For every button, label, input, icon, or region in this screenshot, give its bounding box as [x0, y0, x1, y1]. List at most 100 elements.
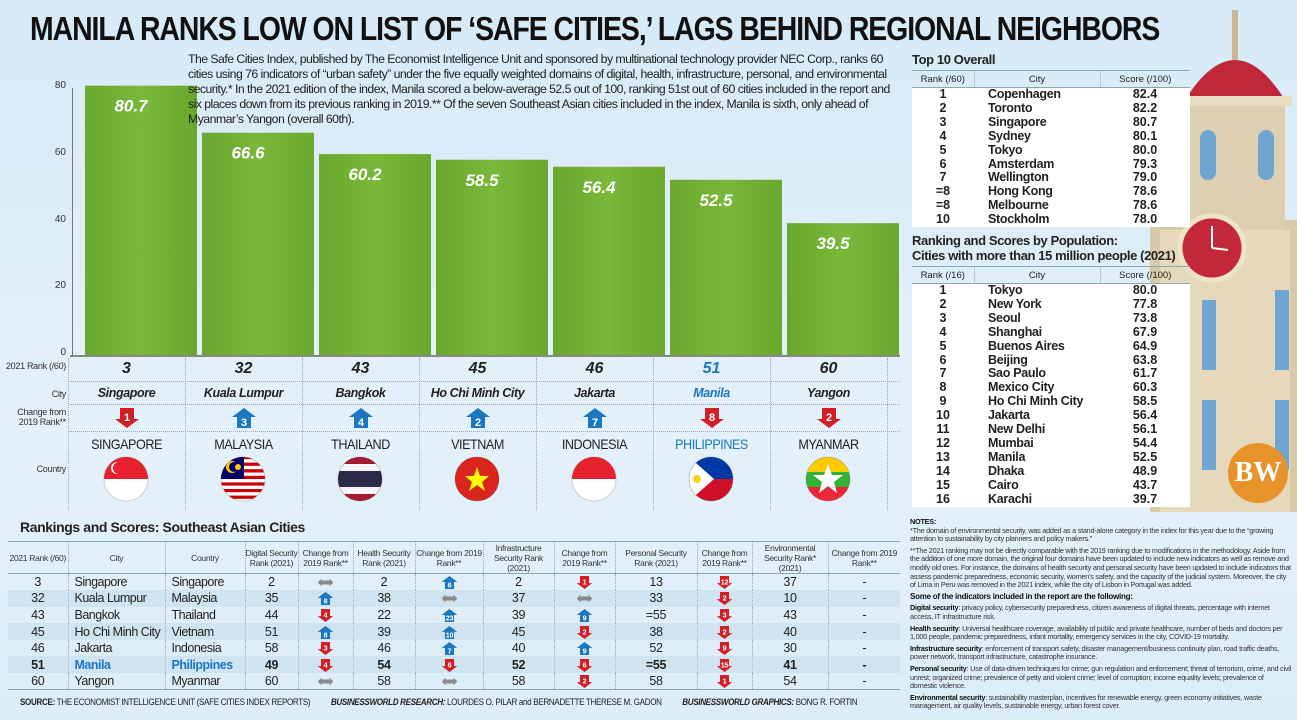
score: 80.7: [1100, 115, 1190, 130]
table-row: 3 Singapore 80.7: [912, 115, 1190, 130]
bar-kuala-lumpur: [202, 132, 314, 355]
cell-personal_chg: 15: [696, 656, 752, 674]
cell-health: 2: [352, 573, 415, 591]
country-name: THAILAND: [331, 436, 390, 452]
rank: 1: [912, 87, 974, 102]
change-value: 8: [324, 631, 328, 638]
city: Buenos Aires: [974, 339, 1100, 354]
city: Mexico City: [974, 381, 1100, 396]
indicator-note: Environmental security: sustainability m…: [910, 693, 1292, 711]
philippines-flag-icon: [688, 456, 734, 502]
table-row: 51 Manila Philippines 49 4 54 6 52 6 =55 15 41-: [8, 656, 900, 674]
change-value: 6: [447, 582, 451, 589]
up-arrow-icon: 10: [441, 625, 457, 639]
cell-infra: 37: [482, 590, 554, 607]
indonesia-flag-icon: [571, 456, 617, 502]
column-header: Score (/100): [1099, 70, 1190, 88]
score: 64.9: [1100, 339, 1190, 354]
country-name: SINGAPORE: [91, 436, 162, 452]
city: New Delhi: [974, 423, 1100, 437]
cell-digital: 35: [244, 590, 298, 607]
table-row: 15 Cairo 43.7: [912, 478, 1190, 493]
city-rank: 51: [702, 360, 721, 377]
column-header: Rank (/16): [912, 266, 974, 284]
change-value: 9: [583, 648, 587, 655]
y-tick-label: 20: [54, 280, 66, 292]
cell-health: 22: [352, 606, 415, 624]
down-arrow-icon: 2: [716, 592, 733, 606]
research-label: BUSINESSWORLD RESEARCH:: [330, 697, 446, 708]
cell-country: Malaysia: [164, 590, 245, 607]
city: Tokyo: [974, 283, 1100, 298]
cell-rank: 43: [31, 607, 45, 622]
cell-city: Kuala Lumpur: [67, 590, 165, 607]
malaysia-flag-icon: [220, 456, 266, 502]
change-value: 8: [324, 598, 328, 605]
column-divider: [887, 358, 888, 510]
column-header: Environmental Security Rank* (2021): [751, 541, 828, 574]
down-arrow-icon: 15: [716, 658, 733, 672]
change-value: 15: [721, 661, 729, 669]
city: New York: [974, 297, 1100, 312]
down-arrow-icon: 6: [576, 658, 593, 672]
city-name: Kuala Lumpur: [203, 386, 284, 400]
rank: 7: [912, 367, 974, 382]
cell-rank: 45: [8, 623, 68, 640]
score: 77.8: [1100, 297, 1190, 312]
change-value: 1: [723, 678, 727, 686]
cell-digital: 49: [244, 656, 298, 674]
population-subtitle: Cities with more than 15 million people …: [912, 248, 1176, 263]
note-1: *The domain of environmental security, w…: [910, 525, 1274, 544]
score: 78.6: [1100, 185, 1190, 200]
city-rank: 3: [122, 360, 131, 377]
score: 56.1: [1100, 423, 1190, 437]
city: Cairo: [974, 478, 1100, 493]
change-value: 3: [324, 645, 328, 653]
score: 61.7: [1100, 367, 1190, 382]
score: 39.7: [1100, 492, 1190, 507]
indicator-text: : Universal healthcare coverage, availab…: [910, 623, 1283, 642]
indicator-note: Health security: Universal healthcare co…: [910, 623, 1292, 642]
up-arrow-icon: 4: [349, 408, 373, 428]
score: 67.9: [1100, 325, 1190, 340]
cell-personal_chg: 1: [696, 673, 752, 690]
rank: =8: [912, 199, 974, 214]
cell-infra_chg: 2: [553, 673, 615, 690]
cell-digital_chg: [297, 573, 353, 591]
cell-infra: 40: [482, 639, 554, 657]
indicator-label: Personal security: [910, 663, 967, 673]
graphics: BONG R. FORTIN: [795, 697, 858, 708]
table-row: 8 Mexico City 60.3: [912, 381, 1190, 396]
divider: [70, 404, 900, 405]
source: THE ECONOMIST INTELLIGENCE UNIT (SAFE CI…: [56, 697, 311, 708]
cell-health_chg: 10: [414, 623, 483, 640]
column-divider: [770, 358, 771, 510]
cell-personal: 38: [614, 623, 697, 640]
table-row: 16 Karachi 39.7: [912, 492, 1190, 507]
change-value: 1: [583, 579, 587, 587]
score: 63.8: [1100, 353, 1190, 368]
indicator-text: : privacy policy, cybersecurity prepared…: [910, 603, 1270, 621]
city-rank: 60: [819, 360, 838, 377]
no-change-icon: [317, 578, 334, 587]
rank: 3: [912, 311, 974, 326]
change-value: 12: [721, 579, 729, 587]
rank: 13: [912, 450, 974, 465]
cell-personal: 52: [614, 639, 697, 657]
rank: 16: [912, 492, 974, 507]
cell-rank: 32: [8, 590, 68, 607]
city-name: Jakarta: [574, 386, 615, 400]
city: Beijing: [974, 353, 1100, 368]
cell-personal_chg: 9: [696, 639, 752, 657]
column-header: Infrastructure Security Rank (2021): [482, 541, 554, 574]
top10-title: Top 10 Overall: [912, 52, 996, 67]
city: Manila: [974, 450, 1100, 465]
country-name: MYANMAR: [798, 436, 859, 452]
cell-health_chg: 6: [414, 573, 483, 591]
table-row: 5 Tokyo 80.0: [912, 143, 1190, 158]
cell-personal: 13: [614, 573, 697, 591]
cell-rank: 51: [8, 656, 68, 674]
table-row: =8 Melbourne 78.6: [912, 199, 1190, 214]
cell-infra_chg: 6: [553, 656, 615, 674]
cell-country: Vietnam: [164, 623, 245, 640]
